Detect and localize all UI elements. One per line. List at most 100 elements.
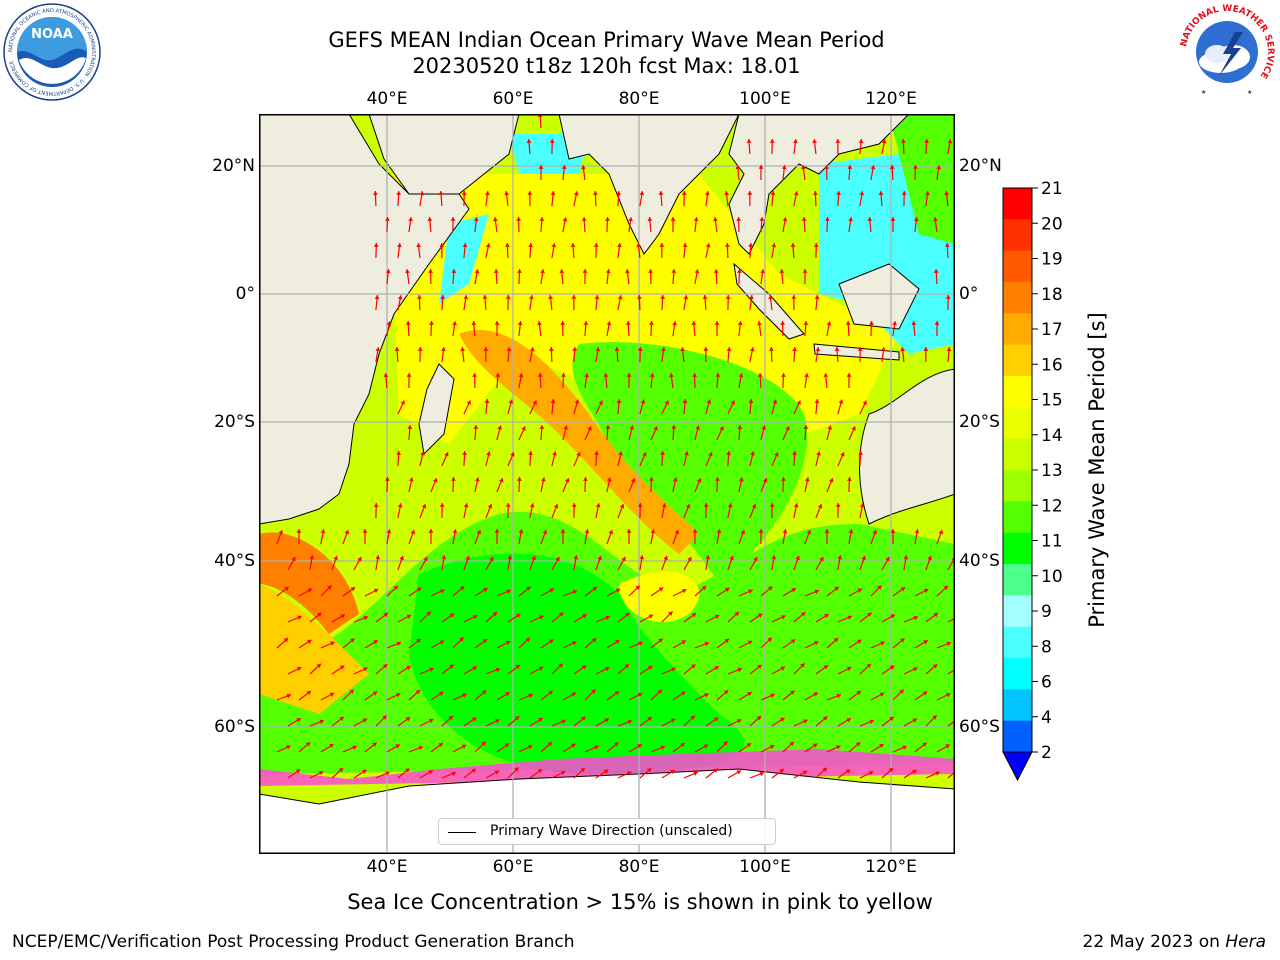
wave-vector-head	[474, 269, 480, 274]
wave-vector-head	[492, 612, 498, 617]
wave-vector-head	[564, 478, 570, 483]
wave-vector-head	[747, 191, 753, 195]
wave-vector-head	[649, 373, 655, 378]
wave-vector-head	[338, 768, 344, 773]
wave-vector-head	[900, 587, 906, 592]
wave-vector-head	[574, 399, 580, 404]
wave-vector-head	[463, 295, 469, 300]
wave-vector-head	[670, 718, 676, 723]
wave-vector-head	[713, 217, 718, 222]
wave-vector-head	[757, 321, 762, 326]
colorbar-segment	[1003, 564, 1032, 596]
wave-vector-head	[487, 504, 493, 509]
wave-vector-head	[418, 745, 423, 751]
wave-vector-head	[462, 451, 467, 455]
colorbar-segment	[1003, 282, 1032, 314]
wave-vector-head	[828, 478, 834, 483]
wave-vector-head	[780, 666, 786, 671]
wave-vector-head	[636, 243, 642, 248]
wave-vector-head	[748, 589, 753, 594]
colorbar-segment	[1003, 344, 1032, 377]
wave-vector-head	[537, 769, 543, 774]
period-field-orange-sw	[259, 532, 359, 634]
wave-vector-head	[505, 640, 511, 646]
wave-vector-head	[881, 139, 887, 144]
wave-vector-head	[405, 321, 411, 325]
wave-vector-head	[494, 321, 500, 325]
wave-vector-head	[550, 399, 556, 404]
wave-vector-head	[419, 191, 425, 196]
wave-vector-head	[352, 745, 357, 750]
wave-vector-head	[592, 587, 597, 592]
wave-vector-head	[330, 641, 335, 646]
wave-vector-head	[451, 771, 456, 777]
wave-vector-head	[648, 614, 654, 619]
wave-vector-head	[540, 477, 546, 482]
wave-vector-head	[339, 716, 344, 722]
wave-vector-head	[283, 638, 289, 643]
wave-vector-head	[885, 556, 890, 562]
wave-vector-head	[560, 321, 566, 325]
wave-vector-head	[838, 399, 844, 404]
wave-vector-head	[724, 191, 730, 196]
wave-vector-head	[472, 373, 478, 377]
wave-vector-head	[650, 529, 656, 534]
wave-vector-head	[407, 425, 413, 430]
wave-vector-head	[561, 373, 566, 377]
colorbar-segment	[1003, 407, 1032, 440]
wave-vector-head	[286, 693, 291, 699]
colorbar-tick-label: 2	[1041, 743, 1052, 763]
footer-date-text: 22 May 2023 on	[1082, 932, 1226, 952]
wave-vector-head	[880, 641, 885, 646]
wave-vector-head	[416, 243, 422, 248]
wave-vector-head	[664, 400, 669, 405]
colorbar: 21 20 19 18 17 16 15 14 13 12 11 10 9 8 6 4 2	[1002, 180, 1063, 782]
wave-vector-head	[316, 663, 321, 669]
wave-vector-head	[945, 295, 951, 299]
wave-vector-head	[825, 217, 830, 221]
wave-vector-head	[812, 139, 818, 144]
wave-vector-head	[705, 243, 711, 248]
wave-vector-head	[663, 555, 668, 561]
lon-tick-top: 60°E	[492, 89, 534, 109]
lat-tick-left: 60°S	[214, 717, 255, 737]
wave-vector-head	[945, 692, 951, 698]
wave-vector-head	[934, 321, 940, 325]
wave-vector-head	[681, 191, 687, 195]
wave-vector-head	[482, 295, 488, 300]
wave-vector-head	[555, 556, 560, 562]
wave-vector-head	[420, 451, 425, 456]
wave-vector-head	[441, 555, 447, 560]
wave-vector-head	[735, 165, 741, 170]
wave-vector-head	[771, 243, 777, 248]
sea-ice-caption: Sea Ice Concentration > 15% is shown in …	[347, 890, 933, 914]
wave-vector-head	[537, 321, 542, 326]
wave-vector-head	[584, 529, 590, 534]
wave-vector-head	[872, 529, 878, 535]
wave-vector-head	[795, 555, 800, 561]
wave-vector-head	[576, 452, 581, 457]
wave-vector-head	[573, 555, 579, 560]
wave-vector-head	[658, 587, 664, 592]
wave-vector-head	[542, 529, 548, 535]
wave-vector-head	[868, 770, 874, 776]
wave-vector-head	[814, 589, 819, 595]
wave-vector-head	[605, 217, 610, 221]
wave-vector-head	[593, 243, 599, 247]
wave-vector-head	[548, 295, 554, 300]
wave-vector-head	[459, 586, 465, 591]
wave-vector-head	[532, 400, 537, 405]
legend-line-swatch	[448, 832, 476, 833]
wave-vector-head	[900, 347, 906, 352]
wave-vector-head	[518, 373, 524, 378]
wave-vector-head	[560, 770, 566, 776]
wave-vector-head	[792, 451, 797, 455]
wave-vector-head	[489, 556, 494, 562]
colorbar-segment	[1003, 626, 1032, 659]
wave-vector-head	[899, 638, 905, 643]
wave-vector-head	[923, 640, 928, 645]
wave-vector-head	[749, 295, 754, 300]
wave-vector-head	[723, 741, 728, 746]
wave-vector-head	[384, 477, 390, 481]
wave-vector-head	[451, 269, 457, 274]
